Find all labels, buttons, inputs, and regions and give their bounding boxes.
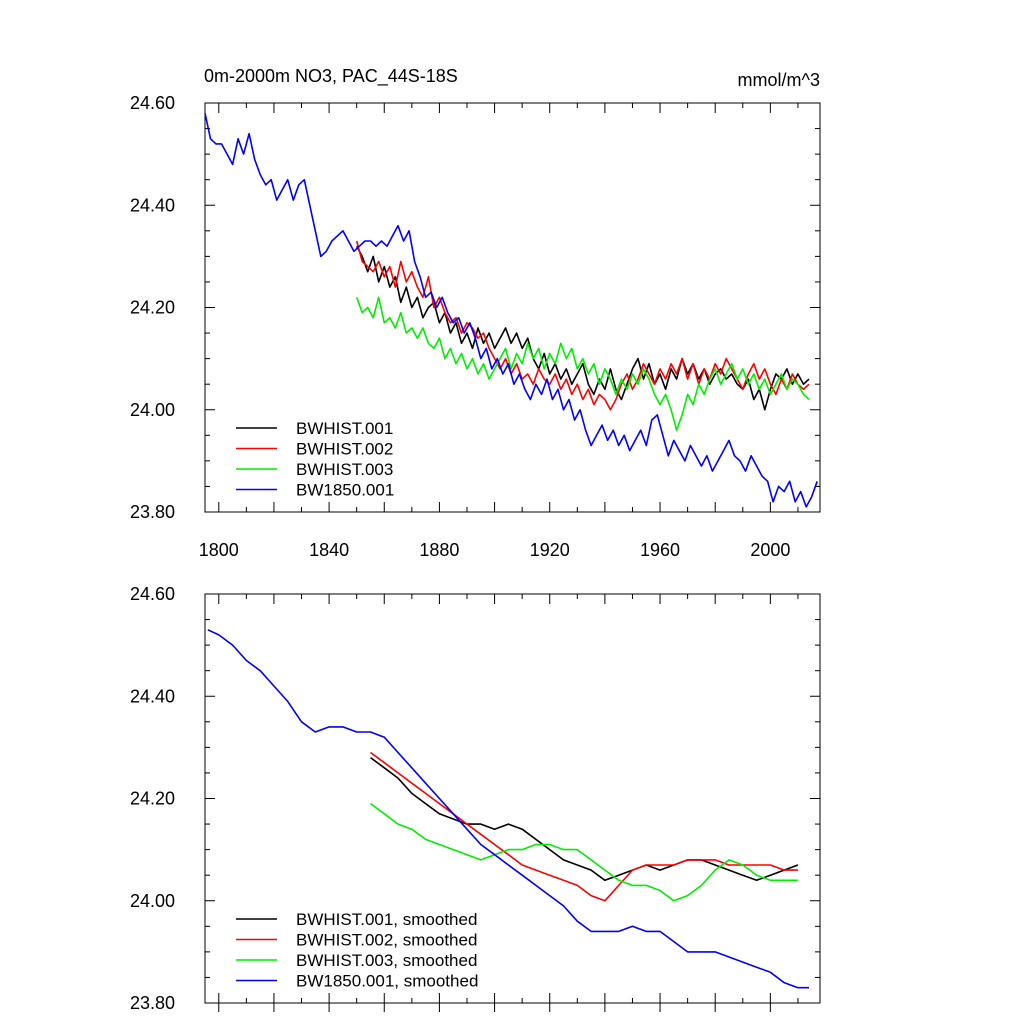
legend-label: BWHIST.003, smoothed bbox=[296, 951, 477, 970]
y-tick-label: 23.80 bbox=[130, 502, 175, 522]
legend-label: BWHIST.001, smoothed bbox=[296, 910, 477, 929]
y-tick-label: 24.20 bbox=[130, 298, 175, 318]
bottom-panel: 24.60 24.40 24.20 24.00 23.80 BWHIST.001, smo… bbox=[130, 584, 821, 1013]
x-tick-label: 1800 bbox=[199, 540, 239, 560]
y-tick-label: 24.20 bbox=[130, 789, 175, 809]
legend-label: BW1850.001, smoothed bbox=[296, 972, 478, 991]
x-tick-label: 1840 bbox=[309, 540, 349, 560]
y-tick-label: 24.60 bbox=[130, 584, 175, 604]
y-tick-label: 24.00 bbox=[130, 400, 175, 420]
series-line-1 bbox=[370, 756, 799, 882]
top-panel: 24.60 24.40 24.20 24.00 23.80 1800 1840 1880 192… bbox=[130, 93, 821, 560]
x-tick-label: 1920 bbox=[530, 540, 570, 560]
y-tick-label: 24.40 bbox=[130, 195, 175, 215]
x-tick-label: 1960 bbox=[640, 540, 680, 560]
x-tick-label: 1880 bbox=[419, 540, 459, 560]
chart-units: mmol/m^3 bbox=[738, 70, 820, 90]
series-line-1 bbox=[355, 245, 810, 411]
legend-label: BW1850.001 bbox=[296, 481, 394, 500]
series-line-4 bbox=[207, 629, 809, 989]
series-line-2 bbox=[370, 751, 798, 902]
series-line-3 bbox=[370, 802, 798, 902]
x-tick-label: 2000 bbox=[750, 540, 790, 560]
legend-label: BWHIST.002 bbox=[296, 440, 393, 459]
chart-title: 0m-2000m NO3, PAC_44S-18S bbox=[204, 66, 458, 87]
legend-label: BWHIST.003 bbox=[296, 460, 393, 479]
legend-label: BWHIST.001 bbox=[296, 419, 393, 438]
series-line-3 bbox=[355, 296, 810, 431]
series-line-4 bbox=[204, 113, 818, 508]
series-line-2 bbox=[355, 240, 810, 411]
y-tick-label: 24.60 bbox=[130, 93, 175, 113]
y-tick-label: 24.40 bbox=[130, 686, 175, 706]
legend-label: BWHIST.002, smoothed bbox=[296, 931, 477, 950]
y-tick-label: 24.00 bbox=[130, 891, 175, 911]
y-tick-label: 23.80 bbox=[130, 993, 175, 1013]
